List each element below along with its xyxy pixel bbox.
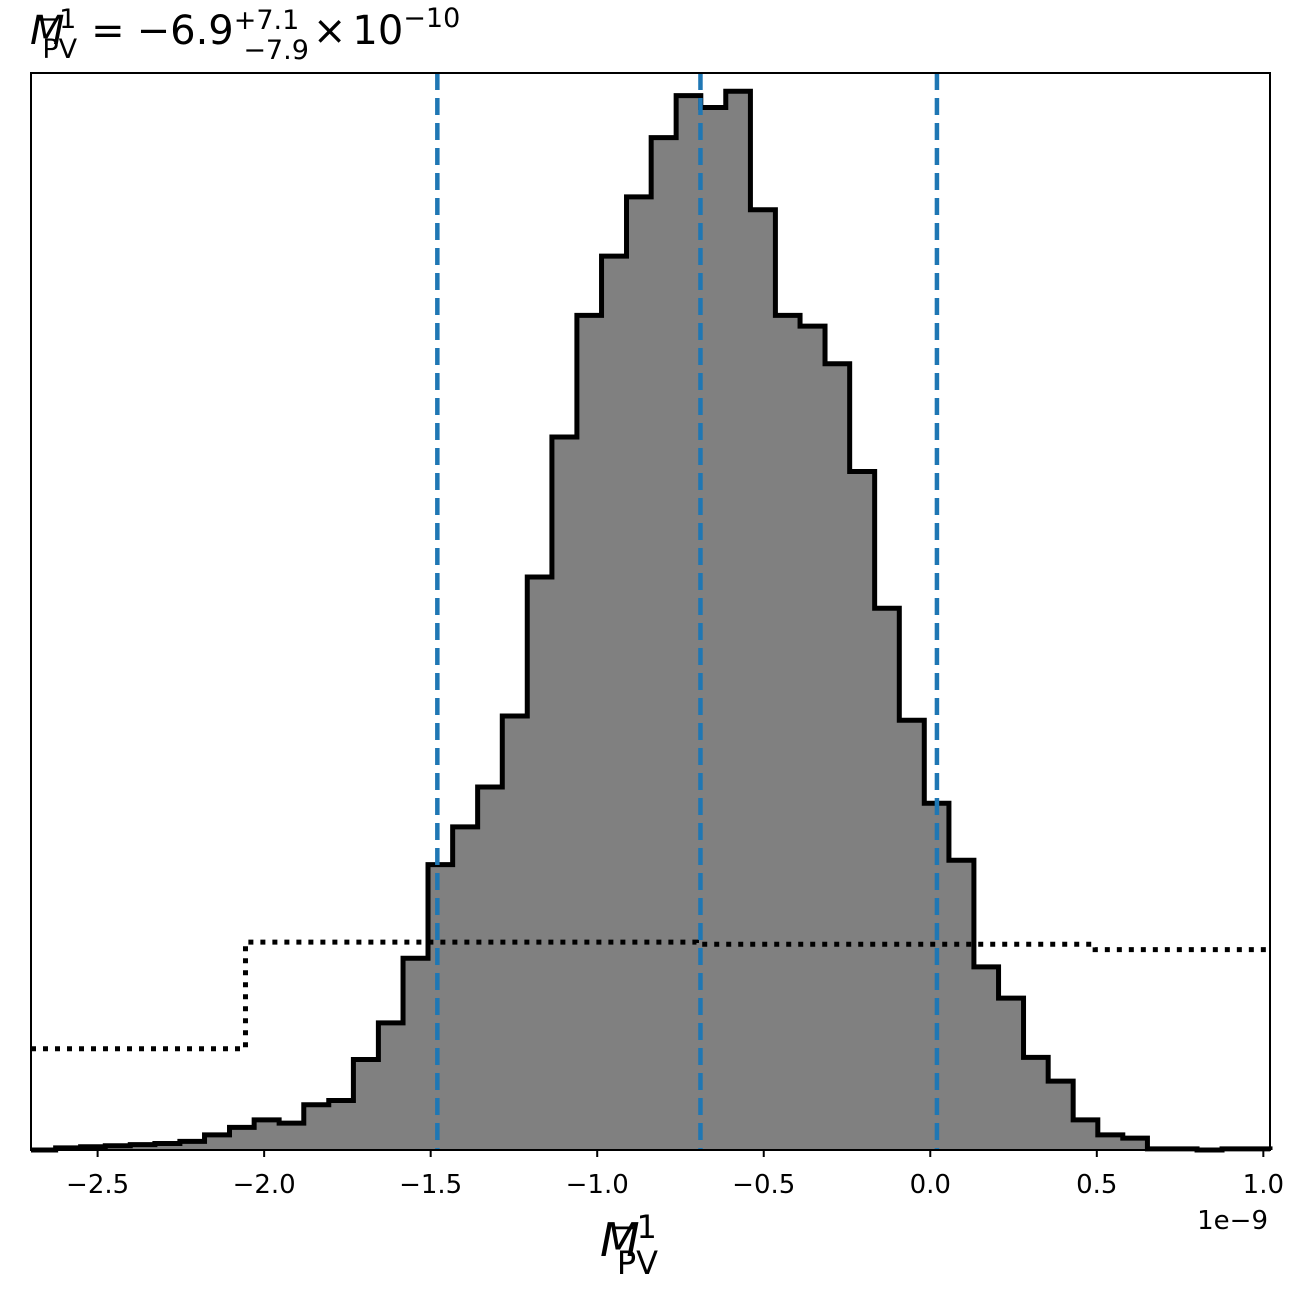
x-tick-label: −1.0 [566,1170,629,1200]
posterior-bar [502,715,528,1150]
x-tick-label: 0.0 [910,1170,951,1200]
posterior-bar [800,326,826,1151]
posterior-bar [874,608,900,1150]
posterior-bar [204,1134,230,1150]
posterior-bar [403,958,429,1150]
x-tick-label: 1.0 [1243,1170,1284,1200]
x-tick-label: −2.5 [66,1170,129,1200]
x-axis-offset-text: 1e−9 [1197,1206,1268,1236]
posterior-bar [477,787,503,1150]
posterior-bar [849,471,876,1150]
prior-step-line [31,939,1270,1052]
x-tick-label: 0.5 [1076,1170,1117,1200]
posterior-bar [676,95,702,1151]
posterior-outline [31,88,1273,1153]
posterior-bar [1073,1119,1099,1150]
posterior-bar [179,1141,205,1150]
posterior-bar [130,1144,156,1150]
x-tick-label: −1.5 [399,1170,462,1200]
posterior-bar [576,315,602,1150]
quantile-lines [435,73,940,1150]
posterior-bar [725,91,751,1151]
posterior-bar [154,1143,181,1150]
posterior-bar [353,1059,379,1150]
x-axis-ticks: −2.5 −2.0 −1.5 −1.0 −0.5 0.0 0.5 1.0 [66,1150,1284,1200]
posterior-bar [998,998,1024,1150]
posterior-bar [229,1127,255,1150]
posterior-bar [279,1123,305,1150]
posterior-bar [452,826,479,1150]
posterior-bar [428,864,454,1150]
posterior-bar [1122,1138,1148,1150]
prior-histogram [31,939,1270,1052]
posterior-bar [328,1100,354,1150]
x-tick-label: −0.5 [732,1170,795,1200]
posterior-bar [775,315,801,1150]
posterior-bar [378,1022,404,1150]
posterior-bar [254,1119,280,1150]
posterior-histogram [31,88,1273,1153]
axes-frame [30,72,1271,1151]
posterior-bar [551,437,578,1150]
posterior-bar [948,860,975,1150]
x-tick-label: −2.0 [233,1170,296,1200]
posterior-bar [303,1104,330,1150]
x-axis-label: M−1 PV [600,1208,658,1282]
posterior-bar [973,966,999,1150]
posterior-bar [1048,1081,1074,1150]
posterior-bar [527,577,553,1150]
posterior-bar [899,720,925,1150]
posterior-bar [700,107,727,1151]
posterior-bar [601,256,627,1151]
posterior-bar [1097,1134,1124,1150]
chart-title: M−1 PV = −6.9+7.1 −7.9 × 10−10 [30,3,460,66]
posterior-bar [825,363,851,1150]
posterior-bar [750,209,776,1151]
posterior-bar [1023,1057,1049,1150]
posterior-bar [626,196,652,1151]
posterior-bar [651,137,677,1150]
